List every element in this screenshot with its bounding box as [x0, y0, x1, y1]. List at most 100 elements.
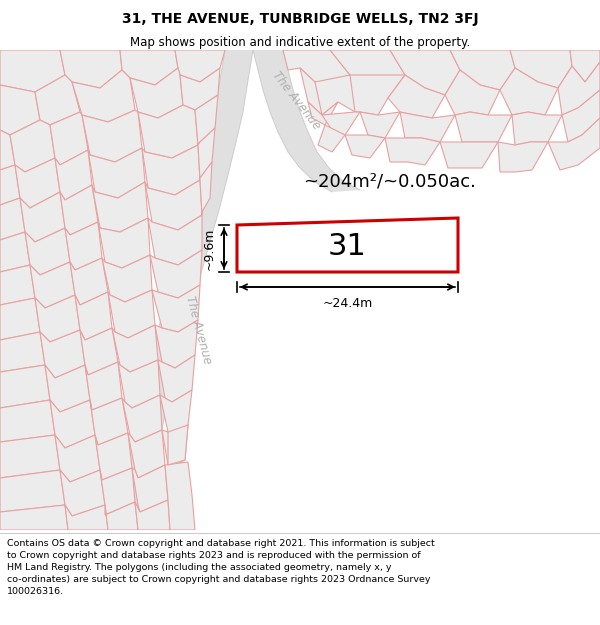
Polygon shape	[90, 398, 128, 445]
Polygon shape	[0, 298, 40, 340]
Polygon shape	[390, 50, 460, 95]
Polygon shape	[440, 142, 498, 168]
Polygon shape	[512, 112, 562, 145]
Polygon shape	[548, 118, 600, 170]
Text: The Avenue: The Avenue	[269, 68, 323, 132]
Text: 31, THE AVENUE, TUNBRIDGE WELLS, TN2 3FJ: 31, THE AVENUE, TUNBRIDGE WELLS, TN2 3FJ	[122, 12, 478, 26]
Polygon shape	[0, 435, 60, 478]
Polygon shape	[65, 505, 108, 530]
Polygon shape	[92, 182, 148, 232]
Polygon shape	[122, 395, 162, 442]
Polygon shape	[175, 50, 225, 82]
Polygon shape	[88, 148, 145, 198]
Polygon shape	[308, 102, 338, 125]
Polygon shape	[155, 320, 198, 368]
Polygon shape	[0, 265, 35, 305]
Polygon shape	[500, 68, 558, 115]
Text: Map shows position and indicative extent of the property.: Map shows position and indicative extent…	[130, 36, 470, 49]
Polygon shape	[315, 75, 370, 115]
Polygon shape	[135, 500, 170, 530]
Polygon shape	[35, 75, 80, 125]
Text: Contains OS data © Crown copyright and database right 2021. This information is : Contains OS data © Crown copyright and d…	[7, 539, 435, 596]
Polygon shape	[25, 228, 70, 275]
Polygon shape	[105, 502, 138, 530]
Polygon shape	[70, 258, 108, 305]
Polygon shape	[0, 130, 15, 170]
Polygon shape	[0, 165, 20, 205]
Polygon shape	[237, 218, 458, 272]
Polygon shape	[160, 390, 192, 435]
Polygon shape	[150, 250, 202, 298]
Polygon shape	[138, 105, 198, 158]
Polygon shape	[345, 135, 385, 158]
Polygon shape	[95, 433, 132, 480]
Polygon shape	[98, 218, 150, 268]
Polygon shape	[102, 255, 152, 302]
Polygon shape	[300, 68, 335, 115]
Polygon shape	[318, 125, 345, 152]
Polygon shape	[570, 50, 600, 82]
Polygon shape	[0, 470, 65, 512]
Polygon shape	[385, 138, 440, 165]
Polygon shape	[132, 465, 168, 512]
Polygon shape	[510, 50, 572, 88]
Polygon shape	[108, 290, 155, 338]
Polygon shape	[0, 400, 55, 442]
Polygon shape	[60, 50, 122, 88]
Polygon shape	[72, 70, 135, 122]
Polygon shape	[200, 162, 212, 215]
Polygon shape	[30, 262, 75, 308]
Polygon shape	[0, 232, 30, 272]
Polygon shape	[0, 85, 40, 135]
Polygon shape	[253, 50, 360, 192]
Polygon shape	[75, 292, 112, 340]
Text: ~24.4m: ~24.4m	[322, 297, 373, 310]
Polygon shape	[113, 50, 253, 530]
Polygon shape	[100, 468, 135, 515]
Polygon shape	[145, 180, 202, 230]
Polygon shape	[450, 50, 515, 90]
Polygon shape	[60, 185, 98, 235]
Polygon shape	[45, 365, 90, 412]
Polygon shape	[283, 50, 350, 95]
Polygon shape	[350, 75, 405, 115]
Polygon shape	[65, 222, 102, 270]
Polygon shape	[400, 112, 455, 142]
Polygon shape	[152, 285, 200, 332]
Polygon shape	[180, 68, 220, 110]
Polygon shape	[322, 112, 360, 135]
Polygon shape	[330, 50, 405, 98]
Polygon shape	[360, 112, 400, 138]
Polygon shape	[15, 158, 60, 208]
Polygon shape	[148, 215, 202, 265]
Polygon shape	[445, 70, 500, 115]
Polygon shape	[0, 505, 68, 530]
Text: 31: 31	[328, 232, 367, 261]
Polygon shape	[562, 90, 600, 142]
Polygon shape	[455, 112, 512, 142]
Polygon shape	[168, 425, 188, 465]
Polygon shape	[158, 355, 195, 402]
Polygon shape	[198, 128, 215, 180]
Polygon shape	[195, 95, 218, 145]
Polygon shape	[50, 112, 88, 165]
Polygon shape	[80, 328, 118, 375]
Polygon shape	[142, 145, 200, 195]
Polygon shape	[40, 330, 85, 378]
Polygon shape	[0, 365, 50, 408]
Polygon shape	[165, 462, 195, 530]
Polygon shape	[0, 50, 65, 92]
Polygon shape	[0, 198, 25, 240]
Polygon shape	[60, 470, 105, 516]
Polygon shape	[10, 120, 55, 172]
Polygon shape	[35, 295, 80, 342]
Text: ~204m²/~0.050ac.: ~204m²/~0.050ac.	[304, 173, 476, 191]
Polygon shape	[55, 150, 92, 200]
Polygon shape	[128, 430, 165, 478]
Polygon shape	[388, 75, 445, 118]
Polygon shape	[0, 332, 45, 372]
Polygon shape	[20, 192, 65, 242]
Polygon shape	[498, 142, 548, 172]
Polygon shape	[85, 362, 122, 410]
Polygon shape	[112, 325, 158, 372]
